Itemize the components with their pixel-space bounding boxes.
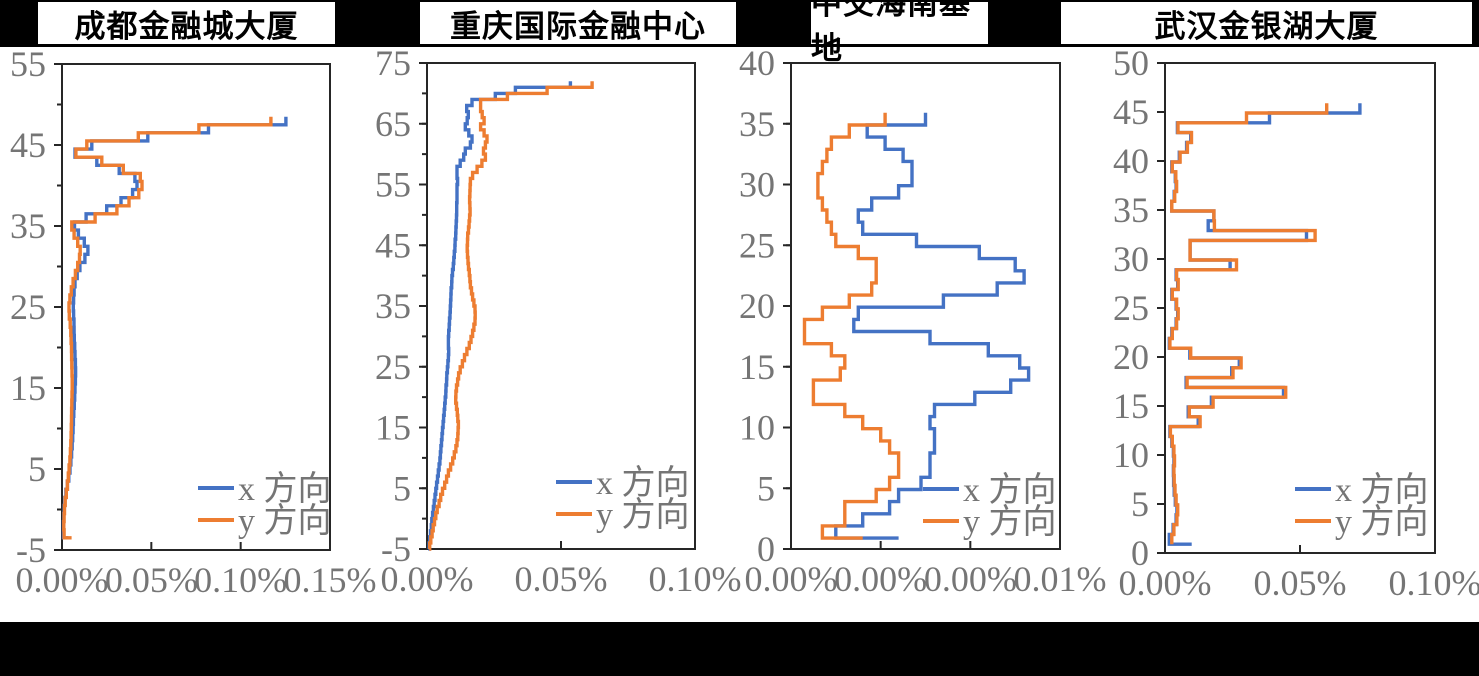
y-axis-label: 5 bbox=[757, 468, 775, 508]
x-axis-label: 0.00% bbox=[924, 559, 1017, 599]
legend-y-direction-label: y 方向 bbox=[238, 502, 332, 540]
y-axis-label: 45 bbox=[375, 225, 411, 265]
chart-panel-1: -5 5 15 25 35 45 55 65 75 0.00% 0.05% 0.10% x 方向y 方向 bbox=[375, 43, 742, 599]
series-x-direction-line bbox=[834, 112, 1031, 540]
y-axis-label: 65 bbox=[375, 104, 411, 144]
y-axis-label: 15 bbox=[10, 368, 46, 408]
x-axis-label: 0.01% bbox=[1014, 559, 1107, 599]
y-axis-label: 30 bbox=[739, 165, 775, 205]
y-axis-label: 45 bbox=[1113, 92, 1149, 132]
legend-x-direction-label: x 方向 bbox=[1335, 471, 1429, 509]
y-axis-label: 10 bbox=[739, 408, 775, 448]
chart-title-chengdu: 成都金融城大厦 bbox=[38, 2, 335, 44]
y-axis-label: 5 bbox=[393, 468, 411, 508]
legend-x-direction-label: x 方向 bbox=[238, 470, 332, 508]
x-axis-label: 0.10% bbox=[649, 559, 742, 599]
x-axis-label: 0.05% bbox=[105, 560, 198, 600]
series-y-direction-line bbox=[1168, 103, 1329, 545]
y-axis-label: 55 bbox=[10, 44, 46, 84]
series-y-direction-line bbox=[62, 116, 273, 540]
x-axis-label: 0.00% bbox=[381, 559, 474, 599]
y-axis-label: 15 bbox=[739, 347, 775, 387]
y-axis-label: 0 bbox=[757, 529, 775, 569]
chart-canvas bbox=[0, 47, 1479, 622]
y-axis-label: 30 bbox=[1113, 239, 1149, 279]
x-axis-label: 0.00% bbox=[1119, 563, 1212, 603]
chart-panel-0: -5 5 15 25 35 45 55 0.00%0.05%0.10%0.15% x 方向y 方… bbox=[10, 44, 377, 600]
y-axis-label: 25 bbox=[1113, 288, 1149, 328]
legend-y-direction-label: y 方向 bbox=[596, 496, 690, 534]
x-axis-label: 0.15% bbox=[284, 560, 377, 600]
y-axis-label: -5 bbox=[16, 530, 46, 570]
series-y-direction-line bbox=[428, 81, 594, 551]
y-axis-label: 50 bbox=[1113, 43, 1149, 83]
y-axis-label: 15 bbox=[1113, 386, 1149, 426]
y-axis-label: 15 bbox=[375, 408, 411, 448]
y-axis-label: 25 bbox=[739, 225, 775, 265]
x-axis-label: 0.05% bbox=[1254, 563, 1347, 603]
x-axis-label: 0.00% bbox=[834, 559, 927, 599]
y-axis-label: 20 bbox=[739, 286, 775, 326]
legend-x-direction-label: x 方向 bbox=[596, 464, 690, 502]
y-axis-label: 45 bbox=[10, 125, 46, 165]
x-axis-label: 0.00% bbox=[745, 559, 838, 599]
x-axis-label: 0.00% bbox=[16, 560, 109, 600]
series-y-direction-line bbox=[802, 112, 901, 540]
legend-x-direction-label: x 方向 bbox=[963, 471, 1057, 509]
y-axis-label: 5 bbox=[28, 449, 46, 489]
chart-title-wuhan: 武汉金银湖大厦 bbox=[1061, 2, 1472, 44]
y-axis-label: 55 bbox=[375, 165, 411, 205]
chart-title-hainan: 中交海南基地 bbox=[811, 0, 988, 66]
x-axis-label: 0.05% bbox=[515, 559, 608, 599]
y-axis-label: 25 bbox=[10, 287, 46, 327]
x-axis-label: 0.10% bbox=[194, 560, 287, 600]
y-axis-label: 20 bbox=[1113, 337, 1149, 377]
series-x-direction-line bbox=[1167, 103, 1362, 546]
series-x-direction-line bbox=[427, 81, 573, 551]
y-axis-label: 35 bbox=[739, 104, 775, 144]
x-axis-label: 0.10% bbox=[1389, 563, 1479, 603]
y-axis-label: 35 bbox=[1113, 190, 1149, 230]
y-axis-label: 75 bbox=[375, 43, 411, 83]
chart-panel-3: 0 5 10 15 20 25 30 35 40 45 50 0.00% 0.05% 0.10% x 方向y… bbox=[1113, 43, 1479, 603]
y-axis-label: 0 bbox=[1131, 533, 1149, 573]
y-axis-label: -5 bbox=[381, 529, 411, 569]
y-axis-label: 35 bbox=[375, 286, 411, 326]
y-axis-label: 25 bbox=[375, 347, 411, 387]
y-axis-label: 5 bbox=[1131, 484, 1149, 524]
y-axis-label: 40 bbox=[739, 43, 775, 83]
legend-y-direction-label: y 方向 bbox=[963, 503, 1057, 541]
y-axis-label: 40 bbox=[1113, 141, 1149, 181]
legend-y-direction-label: y 方向 bbox=[1335, 503, 1429, 541]
y-axis-label: 35 bbox=[10, 206, 46, 246]
chart-title-chongqing: 重庆国际金融中心 bbox=[420, 2, 736, 44]
y-axis-label: 10 bbox=[1113, 435, 1149, 475]
